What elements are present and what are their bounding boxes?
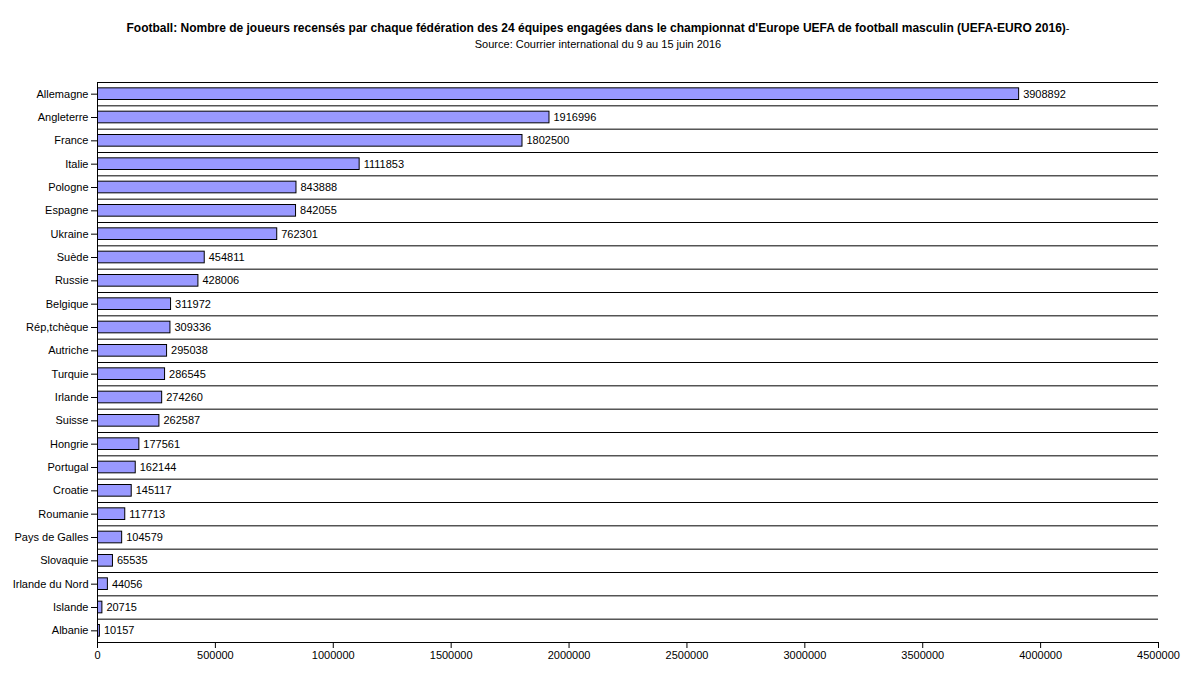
svg-text:Hongrie: Hongrie — [50, 438, 89, 450]
svg-text:311972: 311972 — [175, 298, 211, 310]
svg-text:Espagne: Espagne — [45, 204, 88, 216]
svg-text:Pologne: Pologne — [48, 181, 88, 193]
svg-text:Irlande du Nord: Irlande du Nord — [13, 578, 89, 590]
svg-text:3000000: 3000000 — [783, 649, 826, 661]
svg-text:Belgique: Belgique — [46, 298, 89, 310]
svg-text:262587: 262587 — [163, 414, 200, 426]
svg-text:France: France — [54, 134, 88, 146]
svg-text:Russie: Russie — [55, 274, 89, 286]
svg-text:177561: 177561 — [143, 438, 180, 450]
svg-text:Croatie: Croatie — [53, 484, 88, 496]
html-text:Football: Nombre de joueurs re: Football: Nombre de joueurs recensés par… — [126, 21, 1070, 50]
svg-text:274260: 274260 — [166, 391, 203, 403]
svg-text:Angleterre: Angleterre — [38, 111, 89, 123]
svg-text:Slovaquie: Slovaquie — [40, 554, 88, 566]
svg-text:Suisse: Suisse — [55, 414, 88, 426]
svg-text:454811: 454811 — [209, 251, 245, 263]
svg-text:1500000: 1500000 — [430, 649, 473, 661]
svg-text:Roumanie: Roumanie — [38, 508, 88, 520]
svg-text:0: 0 — [94, 649, 100, 661]
svg-text:20715: 20715 — [106, 601, 137, 613]
svg-text:500000: 500000 — [197, 649, 234, 661]
svg-text:Islande: Islande — [53, 601, 88, 613]
svg-text:Irlande: Irlande — [55, 391, 89, 403]
svg-text:843888: 843888 — [300, 181, 337, 193]
svg-text:842055: 842055 — [300, 204, 337, 216]
svg-text:Rép,tchèque: Rép,tchèque — [26, 321, 88, 333]
svg-text:4500000: 4500000 — [1137, 649, 1180, 661]
svg-text:309336: 309336 — [174, 321, 211, 333]
svg-text:Autriche: Autriche — [48, 344, 88, 356]
svg-text:Allemagne: Allemagne — [37, 88, 89, 100]
svg-text:3908892: 3908892 — [1023, 88, 1066, 100]
svg-text:Ukraine: Ukraine — [51, 228, 89, 240]
svg-text:145117: 145117 — [136, 484, 172, 496]
svg-text:117713: 117713 — [129, 508, 165, 520]
svg-text:1802500: 1802500 — [526, 134, 569, 146]
svg-text:1916996: 1916996 — [553, 111, 596, 123]
svg-text:1000000: 1000000 — [312, 649, 355, 661]
svg-text:428006: 428006 — [202, 274, 239, 286]
svg-text:295038: 295038 — [171, 344, 208, 356]
svg-text:162144: 162144 — [140, 461, 177, 473]
svg-text:Turquie: Turquie — [52, 368, 89, 380]
svg-text:44056: 44056 — [112, 578, 143, 590]
svg-text:3500000: 3500000 — [901, 649, 944, 661]
svg-text:762301: 762301 — [281, 228, 318, 240]
svg-text:2500000: 2500000 — [666, 649, 709, 661]
svg-text:4000000: 4000000 — [1019, 649, 1062, 661]
svg-text:Pays de Galles: Pays de Galles — [15, 531, 89, 543]
svg-text:2000000: 2000000 — [548, 649, 591, 661]
svg-text:10157: 10157 — [104, 624, 135, 636]
svg-text:Portugal: Portugal — [48, 461, 89, 473]
svg-text:286545: 286545 — [169, 368, 206, 380]
svg-text:65535: 65535 — [117, 554, 148, 566]
svg-text:1111853: 1111853 — [364, 158, 404, 170]
svg-text:104579: 104579 — [126, 531, 163, 543]
svg-text:Suède: Suède — [57, 251, 89, 263]
svg-text:Albanie: Albanie — [52, 624, 89, 636]
svg-text:Italie: Italie — [65, 158, 88, 170]
